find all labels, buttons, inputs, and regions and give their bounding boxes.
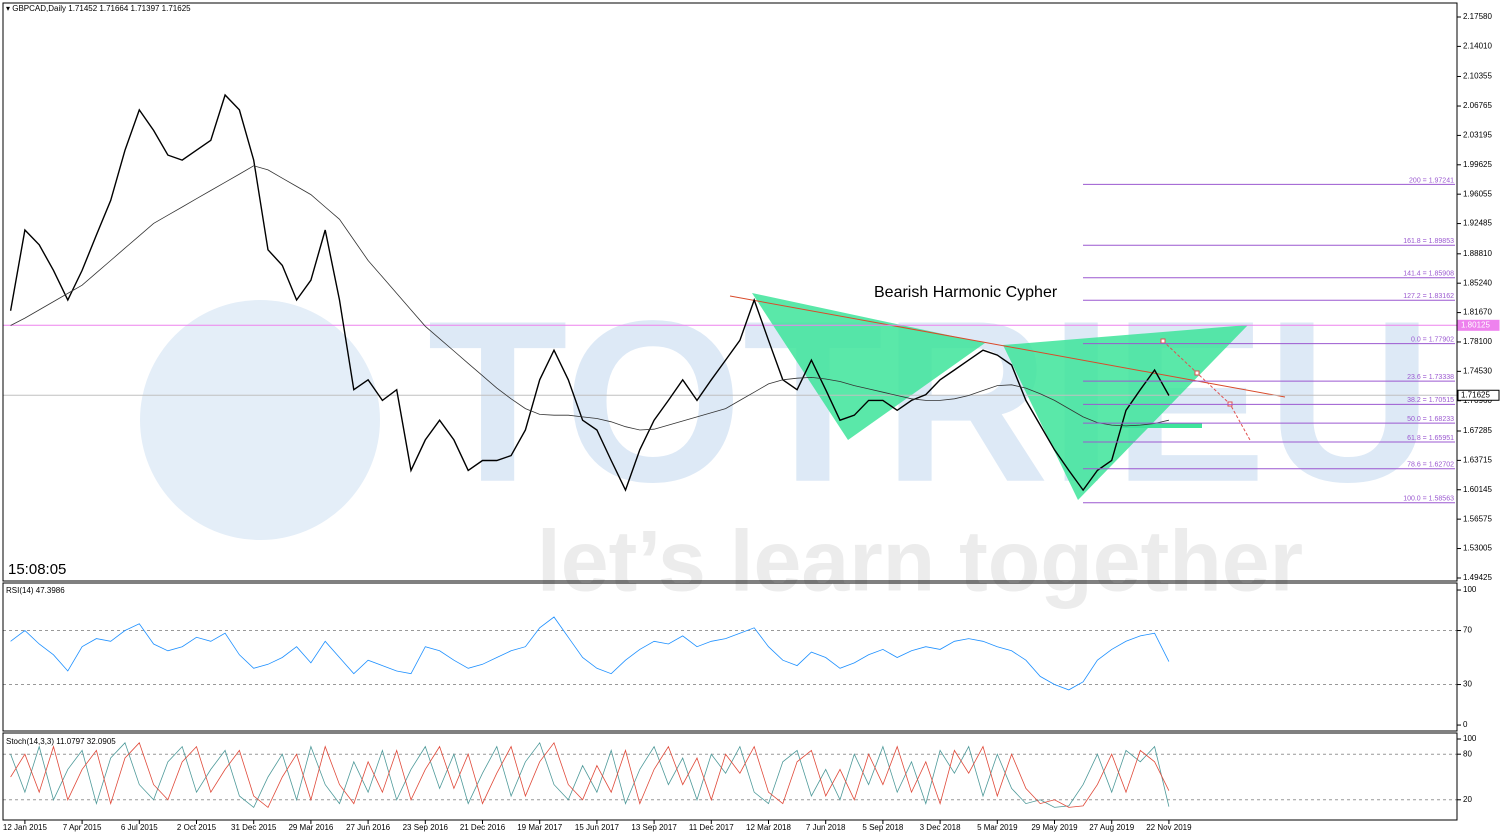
y-tick-label: 1.78100 (1463, 337, 1492, 346)
x-tick-label: 19 Mar 2017 (517, 823, 562, 832)
x-tick-label: 27 Jun 2016 (346, 823, 391, 832)
fib-label: 0.0 = 1.77902 (1411, 336, 1454, 343)
pivot (1194, 370, 1200, 376)
price-panel (2, 2, 1458, 582)
y-tick-label: 1.67285 (1463, 426, 1492, 435)
x-tick-label: 23 Sep 2016 (403, 823, 449, 832)
watermark-brand: TOTRIEU (427, 273, 1432, 530)
rsi-title: RSI(14) 47.3986 (6, 586, 65, 595)
y-tick-label: 1.85240 (1463, 278, 1492, 287)
y-tick-label: 2.10355 (1463, 72, 1492, 81)
x-tick-label: 7 Apr 2015 (63, 823, 102, 832)
x-tick-label: 29 May 2019 (1031, 823, 1078, 832)
y-tick-label: 2.14010 (1463, 41, 1492, 50)
y-tick-label: 1.49425 (1463, 573, 1492, 582)
x-tick-label: 12 Jan 2015 (3, 823, 48, 832)
y-tick-label: 1.88810 (1463, 249, 1492, 258)
x-tick-label: 27 Aug 2019 (1089, 823, 1134, 832)
series-line (9, 93, 1170, 492)
x-tick-label: 21 Dec 2016 (460, 823, 506, 832)
y-tick-label: 0 (1463, 720, 1468, 729)
fib-label: 141.4 = 1.85908 (1403, 271, 1454, 278)
fib-label: 50.0 = 1.68233 (1407, 416, 1454, 423)
trend-line (729, 295, 1286, 398)
fib-label: 38.2 = 1.70515 (1407, 397, 1454, 404)
clock: 15:08:05 (8, 561, 66, 578)
y-tick-label: 1.56575 (1463, 514, 1492, 523)
y-tick-label: 1.92485 (1463, 219, 1492, 228)
fib-label: 78.6 = 1.62702 (1407, 462, 1454, 469)
y-tick-label: 20 (1463, 795, 1472, 804)
y-tick-label: 1.53005 (1463, 544, 1492, 553)
watermark-slogan: let’s learn together (537, 514, 1303, 610)
projection (1162, 340, 1251, 441)
rsi-panel (2, 582, 1458, 732)
chart-title: ▾ GBPCAD,Daily 1.71452 1.71664 1.71397 1… (6, 4, 191, 13)
y-tick-label: 100 (1463, 734, 1477, 743)
watermark-logo (140, 300, 380, 540)
series-line (10, 741, 1170, 809)
y-tick-label: 1.63715 (1463, 455, 1492, 464)
y-tick-label: 80 (1463, 749, 1472, 758)
y-tick-label: 100 (1463, 585, 1477, 594)
fib-label: 23.6 = 1.73338 (1407, 374, 1454, 381)
price-label: 1.80125 (1461, 320, 1490, 329)
y-tick-label: 1.96055 (1463, 189, 1492, 198)
y-tick-label: 1.60145 (1463, 485, 1492, 494)
x-tick-label: 13 Sep 2017 (631, 823, 677, 832)
x-tick-label: 22 Nov 2019 (1146, 823, 1192, 832)
price-label-box (1457, 319, 1500, 331)
x-tick-label: 7 Jun 2018 (806, 823, 846, 832)
price-label: 1.71625 (1461, 390, 1490, 399)
pattern-bar (1120, 423, 1202, 428)
chart-title-text: GBPCAD,Daily 1.71452 1.71664 1.71397 1.7… (12, 4, 191, 13)
x-tick-label: 6 Jul 2015 (121, 823, 158, 832)
x-tick-label: 5 Sep 2018 (862, 823, 903, 832)
x-tick-label: 31 Dec 2015 (231, 823, 277, 832)
y-tick-label: 2.06765 (1463, 101, 1492, 110)
stoch-panel (2, 732, 1458, 821)
x-tick-label: 11 Dec 2017 (689, 823, 734, 832)
x-tick-label: 3 Dec 2018 (920, 823, 961, 832)
x-tick-label: 2 Oct 2015 (177, 823, 217, 832)
annotation: Bearish Harmonic Cypher (874, 284, 1058, 301)
series-line (10, 165, 1169, 431)
fib-label: 61.8 = 1.65951 (1407, 435, 1454, 442)
fib-label: 127.2 = 1.83162 (1403, 293, 1454, 300)
fib-label: 200 = 1.97241 (1409, 177, 1454, 184)
y-tick-label: 2.03195 (1463, 131, 1492, 140)
x-tick-label: 15 Jun 2017 (575, 823, 620, 832)
fib-label: 161.8 = 1.89853 (1403, 238, 1454, 245)
y-tick-label: 30 (1463, 680, 1472, 689)
y-tick-label: 1.99625 (1463, 160, 1492, 169)
x-tick-label: 12 Mar 2018 (746, 823, 791, 832)
y-tick-label: 1.81670 (1463, 308, 1492, 317)
series-line (10, 741, 1170, 809)
y-tick-label: 70 (1463, 626, 1472, 635)
y-tick-label: 1.74530 (1463, 366, 1492, 375)
stoch-title: Stoch(14,3,3) 11.0797 32.0905 (6, 737, 116, 746)
price-label-box (1457, 389, 1500, 401)
x-tick-label: 29 Mar 2016 (288, 823, 333, 832)
series-line (10, 616, 1170, 691)
fib-label: 100.0 = 1.58563 (1403, 496, 1454, 503)
pattern-xab (752, 293, 985, 440)
pivot (1160, 338, 1166, 344)
x-tick-label: 5 Mar 2019 (977, 823, 1018, 832)
y-tick-label: 2.17580 (1463, 12, 1492, 21)
